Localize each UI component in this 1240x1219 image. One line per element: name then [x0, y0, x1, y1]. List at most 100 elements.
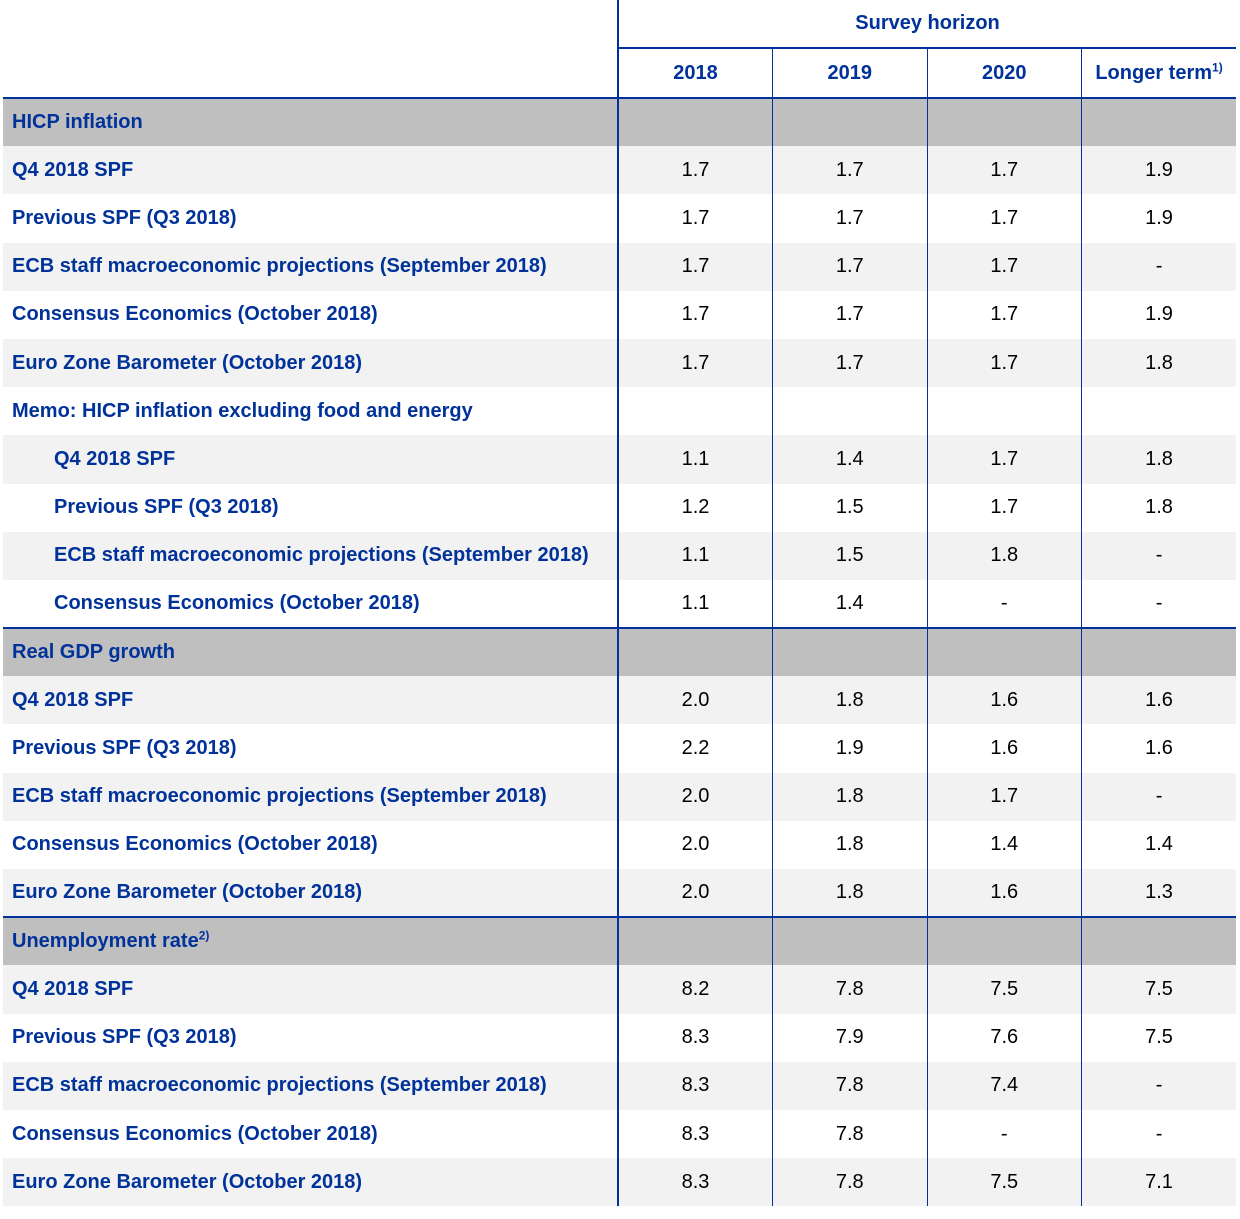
- value-cell: 2.0: [617, 869, 773, 918]
- value-cell: 1.6: [926, 869, 1082, 918]
- value-cell: 1.5: [772, 483, 927, 532]
- table-row: Previous SPF (Q3 2018) 2.2 1.9 1.6 1.6: [3, 724, 1237, 773]
- column-header-2020: 2020: [926, 48, 1082, 99]
- value-cell: [926, 98, 1082, 147]
- value-cell: 1.7: [926, 772, 1082, 821]
- value-cell: 1.6: [926, 676, 1082, 725]
- value-cell: [772, 98, 927, 147]
- value-cell: 8.3: [617, 1109, 773, 1159]
- table-body: HICP inflation Q4 2018 SPF 1.7 1.7 1.7 1.9 Pre…: [3, 98, 1237, 1207]
- section-title: Real GDP growth: [3, 627, 618, 677]
- value-cell: [1081, 627, 1237, 677]
- table-row: ECB staff macroeconomic projections (Sep…: [3, 1061, 1237, 1110]
- row-label: ECB staff macroeconomic projections (Sep…: [3, 242, 618, 291]
- value-cell: 1.5: [772, 531, 927, 580]
- header-row-survey-horizon: Survey horizon: [3, 0, 1237, 49]
- value-cell: 7.5: [926, 1158, 1082, 1207]
- value-cell: 1.4: [1081, 820, 1237, 869]
- value-cell: 7.4: [926, 1061, 1082, 1110]
- row-label: Q4 2018 SPF: [3, 965, 618, 1014]
- value-cell: 7.8: [772, 1158, 927, 1207]
- value-cell: 1.8: [772, 772, 927, 821]
- header-row-years: 2018 2019 2020 Longer term1): [3, 48, 1237, 99]
- value-cell: 1.1: [617, 531, 773, 580]
- section-title: HICP inflation: [3, 98, 618, 147]
- table-row: Euro Zone Barometer (October 2018) 1.7 1.7…: [3, 338, 1237, 388]
- row-label: ECB staff macroeconomic projections (Sep…: [3, 772, 618, 821]
- value-cell: -: [926, 1109, 1082, 1159]
- value-cell: 7.9: [772, 1013, 927, 1062]
- value-cell: 1.8: [772, 820, 927, 869]
- value-cell: 1.1: [617, 435, 773, 484]
- value-cell: 1.2: [617, 483, 773, 532]
- table-row: Memo: HICP inflation excluding food and …: [3, 387, 1237, 436]
- value-cell: 1.8: [1081, 435, 1237, 484]
- value-cell: [772, 627, 927, 677]
- row-label: Previous SPF (Q3 2018): [3, 194, 618, 243]
- value-cell: -: [1081, 772, 1237, 821]
- table-row: Consensus Economics (October 2018) 8.3 7.8…: [3, 1109, 1237, 1159]
- value-cell: [617, 627, 773, 677]
- value-cell: -: [1081, 1061, 1237, 1110]
- value-cell: 1.7: [772, 338, 927, 388]
- value-cell: [772, 916, 927, 966]
- row-label: ECB staff macroeconomic projections (Sep…: [3, 1061, 618, 1110]
- table-row: Consensus Economics (October 2018) 2.0 1.8…: [3, 820, 1237, 869]
- value-cell: 1.9: [1081, 146, 1237, 195]
- value-cell: 8.3: [617, 1013, 773, 1062]
- value-cell: 1.8: [1081, 483, 1237, 532]
- row-label: ECB staff macroeconomic projections (Sep…: [3, 531, 618, 580]
- value-cell: 1.9: [1081, 194, 1237, 243]
- table-row: Q4 2018 SPF 2.0 1.8 1.6 1.6: [3, 676, 1237, 725]
- row-label: Q4 2018 SPF: [3, 146, 618, 195]
- forecast-comparison-table-container: Survey horizon 2018 2019 2020 Longer ter…: [3, 0, 1237, 1207]
- value-cell: 1.7: [926, 435, 1082, 484]
- value-cell: 1.6: [1081, 676, 1237, 725]
- row-label: Consensus Economics (October 2018): [3, 579, 618, 629]
- value-cell: [617, 98, 773, 147]
- table-row: ECB staff macroeconomic projections (Sep…: [3, 531, 1237, 580]
- value-cell: 1.7: [617, 338, 773, 388]
- value-cell: 1.4: [772, 435, 927, 484]
- value-cell: 1.7: [617, 146, 773, 195]
- section-header-row: Unemployment rate2): [3, 916, 1237, 966]
- value-cell: -: [1081, 531, 1237, 580]
- survey-horizon-header: Survey horizon: [616, 0, 1237, 49]
- column-header-2019: 2019: [772, 48, 927, 99]
- forecast-comparison-table: Survey horizon 2018 2019 2020 Longer ter…: [3, 0, 1237, 1207]
- row-label: Previous SPF (Q3 2018): [3, 483, 618, 532]
- row-label: Consensus Economics (October 2018): [3, 820, 618, 869]
- value-cell: [926, 916, 1082, 966]
- row-label: Consensus Economics (October 2018): [3, 290, 618, 339]
- row-label: Consensus Economics (October 2018): [3, 1109, 618, 1159]
- value-cell: [1081, 98, 1237, 147]
- value-cell: [926, 627, 1082, 677]
- value-cell: 1.4: [772, 579, 927, 629]
- value-cell: 1.7: [926, 290, 1082, 339]
- value-cell: 1.7: [926, 483, 1082, 532]
- table-row: Euro Zone Barometer (October 2018) 8.3 7.8…: [3, 1158, 1237, 1207]
- table-row: Previous SPF (Q3 2018) 8.3 7.9 7.6 7.5: [3, 1013, 1237, 1062]
- table-row: ECB staff macroeconomic projections (Sep…: [3, 772, 1237, 821]
- value-cell: 1.7: [926, 194, 1082, 243]
- value-cell: 2.0: [617, 820, 773, 869]
- table-row: Previous SPF (Q3 2018) 1.2 1.5 1.7 1.8: [3, 483, 1237, 532]
- header-blank-cell: [3, 0, 618, 48]
- footnote-marker: 2): [198, 928, 210, 943]
- value-cell: -: [1081, 579, 1237, 629]
- value-cell: [1081, 916, 1237, 966]
- value-cell: -: [1081, 242, 1237, 291]
- value-cell: -: [926, 579, 1082, 629]
- value-cell: [926, 387, 1082, 436]
- row-label: Previous SPF (Q3 2018): [3, 1013, 618, 1062]
- value-cell: 1.8: [772, 676, 927, 725]
- row-label: Memo: HICP inflation excluding food and …: [3, 387, 618, 436]
- value-cell: 8.3: [617, 1158, 773, 1207]
- value-cell: 7.8: [772, 1061, 927, 1110]
- section-title-text: Real GDP growth: [12, 641, 175, 664]
- column-header-longer-term: Longer term1): [1081, 48, 1237, 99]
- value-cell: 1.9: [772, 724, 927, 773]
- value-cell: 7.8: [772, 965, 927, 1014]
- value-cell: 1.7: [926, 146, 1082, 195]
- section-header-row: HICP inflation: [3, 98, 1237, 147]
